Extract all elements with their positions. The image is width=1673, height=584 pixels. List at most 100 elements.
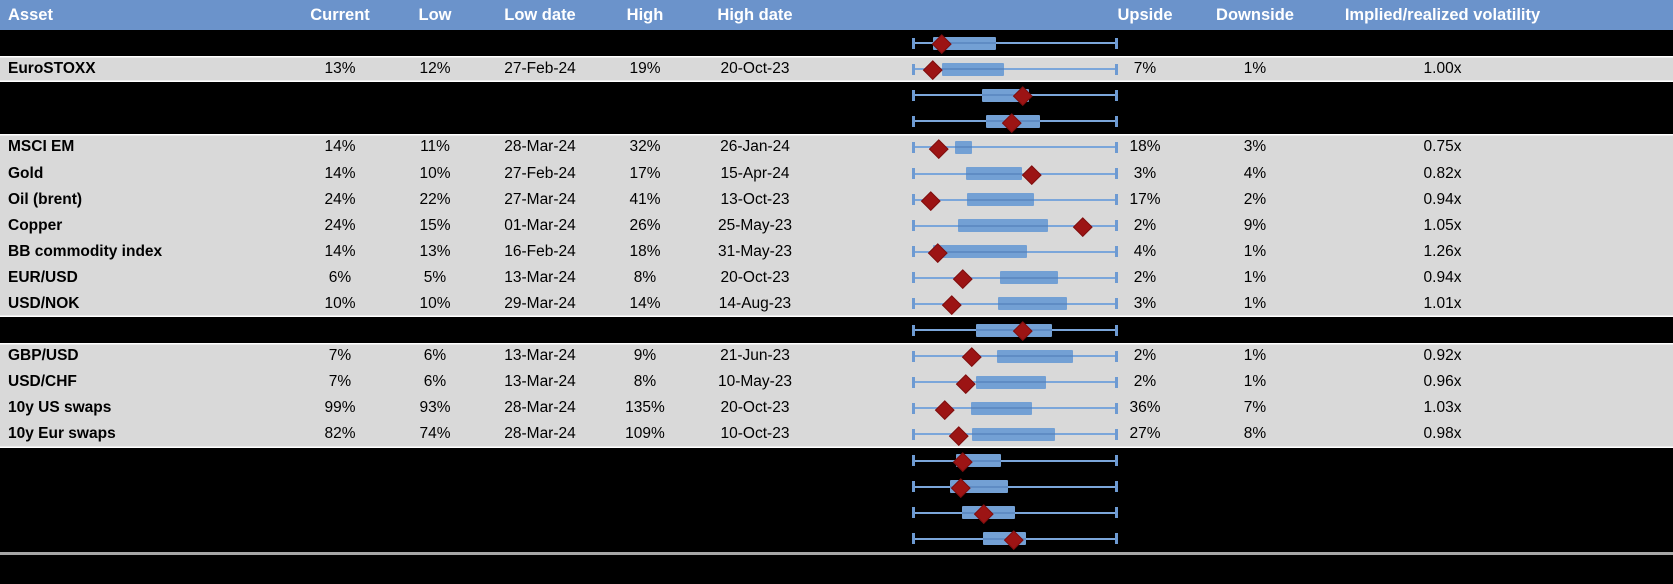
table-row[interactable]	[0, 447, 1673, 474]
column-header-high[interactable]: High	[626, 5, 664, 24]
whisker-cap-left-icon	[912, 272, 915, 284]
column-header-low_date[interactable]: Low date	[504, 5, 576, 24]
whisker-cap-right-icon	[1115, 376, 1118, 388]
low-date: 13-Mar-24	[504, 373, 576, 391]
table-row[interactable]	[0, 499, 1673, 526]
current-value: 7%	[328, 347, 352, 365]
low-value: 15%	[419, 216, 451, 234]
implied-realized-ratio: 0.92x	[1423, 347, 1462, 365]
whisker-cap-right-icon	[1115, 507, 1118, 519]
implied-realized-ratio: 0.94x	[1423, 268, 1462, 286]
high-date: 14-Aug-23	[718, 294, 792, 312]
low-date: 13-Mar-24	[504, 268, 576, 286]
table-row[interactable]: Copper 24% 15% 01-Mar-24 26% 25-May-23 2…	[0, 212, 1673, 239]
table-row[interactable]	[0, 473, 1673, 500]
low-value: 93%	[419, 399, 451, 417]
upside-value: 7%	[1133, 60, 1157, 78]
footer-black-band	[0, 554, 1673, 584]
asset-name: MSCI EM	[8, 138, 75, 156]
whisker-cap-right-icon	[1115, 89, 1118, 101]
low-date: 16-Feb-24	[504, 242, 576, 260]
current-marker-diamond-icon	[962, 347, 982, 367]
whisker-cap-left-icon	[912, 194, 915, 206]
high-date: 20-Oct-23	[720, 60, 790, 78]
column-header-low[interactable]: Low	[418, 5, 452, 24]
low-value: 5%	[423, 268, 447, 286]
current-marker-diamond-icon	[935, 399, 955, 419]
upside-value: 17%	[1129, 190, 1161, 208]
asset-name: 10y US swaps	[8, 399, 112, 417]
whisker-cap-left-icon	[912, 220, 915, 232]
implied-realized-ratio: 0.96x	[1423, 373, 1462, 391]
column-header-implied[interactable]: Implied/realized volatility	[1344, 5, 1541, 24]
volatility-range-boxplot	[912, 526, 1118, 552]
column-header-high_date[interactable]: High date	[717, 5, 793, 24]
downside-value: 7%	[1243, 399, 1267, 417]
table-row[interactable]	[0, 108, 1673, 135]
column-header-asset[interactable]: Asset	[8, 5, 53, 24]
whisker-line	[912, 68, 1118, 71]
low-date: 28-Mar-24	[504, 138, 576, 156]
low-date: 27-Feb-24	[504, 164, 576, 182]
table-row[interactable]: Oil (brent) 24% 22% 27-Mar-24 41% 13-Oct…	[0, 186, 1673, 213]
table-row[interactable]: EUR/USD 6% 5% 13-Mar-24 8% 20-Oct-23 2% …	[0, 264, 1673, 291]
implied-realized-ratio: 0.75x	[1423, 138, 1462, 156]
range-box	[967, 193, 1034, 207]
volatility-range-boxplot	[912, 82, 1118, 108]
whisker-cap-right-icon	[1115, 324, 1118, 336]
high-date: 20-Oct-23	[720, 268, 790, 286]
low-value: 6%	[423, 373, 447, 391]
current-value: 82%	[324, 425, 356, 443]
high-date: 10-May-23	[717, 373, 793, 391]
current-marker-diamond-icon	[1022, 164, 1042, 185]
whisker-cap-left-icon	[912, 428, 915, 440]
current-value: 6%	[328, 268, 352, 286]
asset-name: USD/NOK	[8, 294, 80, 312]
table-row[interactable]: 10y Eur swaps 82% 74% 28-Mar-24 109% 10-…	[0, 421, 1673, 448]
column-header-upside[interactable]: Upside	[1117, 5, 1173, 24]
bottom-divider	[0, 551, 1673, 555]
table-row[interactable]: USD/CHF 7% 6% 13-Mar-24 8% 10-May-23 2% …	[0, 369, 1673, 396]
asset-name: GBP/USD	[8, 347, 79, 365]
current-marker-diamond-icon	[953, 269, 973, 289]
current-value: 14%	[324, 242, 356, 260]
whisker-cap-right-icon	[1115, 428, 1118, 440]
high-date: 31-May-23	[717, 242, 793, 260]
table-row[interactable]	[0, 82, 1673, 109]
upside-value: 18%	[1129, 138, 1161, 156]
table-row[interactable]: USD/NOK 10% 10% 29-Mar-24 14% 14-Aug-23 …	[0, 290, 1673, 318]
column-header-downside[interactable]: Downside	[1216, 5, 1294, 24]
whisker-cap-left-icon	[912, 481, 915, 493]
high-value: 19%	[629, 60, 661, 78]
whisker-cap-right-icon	[1115, 272, 1118, 284]
table-row[interactable]: 10y US swaps 99% 93% 28-Mar-24 135% 20-O…	[0, 395, 1673, 422]
low-date: 13-Mar-24	[504, 347, 576, 365]
table-row[interactable]	[0, 525, 1673, 552]
upside-value: 2%	[1133, 347, 1157, 365]
upside-value: 27%	[1129, 425, 1161, 443]
volatility-range-boxplot	[912, 474, 1118, 500]
low-date: 27-Feb-24	[504, 60, 576, 78]
downside-value: 1%	[1243, 347, 1267, 365]
whisker-cap-left-icon	[912, 89, 915, 101]
table-row[interactable]	[0, 30, 1673, 57]
volatility-range-boxplot	[912, 395, 1118, 421]
asset-name: 10y Eur swaps	[8, 425, 116, 443]
volatility-range-boxplot	[912, 160, 1118, 186]
table-row[interactable]: BB commodity index 14% 13% 16-Feb-24 18%…	[0, 238, 1673, 265]
upside-value: 2%	[1133, 373, 1157, 391]
table-row[interactable]: Gold 14% 10% 27-Feb-24 17% 15-Apr-24 3% …	[0, 160, 1673, 187]
high-value: 109%	[625, 425, 665, 443]
whisker-line	[912, 42, 1118, 45]
whisker-cap-right-icon	[1115, 141, 1118, 153]
current-marker-diamond-icon	[921, 191, 941, 211]
low-date: 01-Mar-24	[504, 216, 576, 234]
column-header-current[interactable]: Current	[310, 5, 370, 24]
table-row[interactable]: MSCI EM 14% 11% 28-Mar-24 32% 26-Jan-24 …	[0, 134, 1673, 161]
high-value: 8%	[633, 268, 657, 286]
upside-value: 3%	[1133, 294, 1157, 312]
table-row[interactable]: EuroSTOXX 13% 12% 27-Feb-24 19% 20-Oct-2…	[0, 56, 1673, 83]
table-row[interactable]	[0, 317, 1673, 344]
implied-realized-ratio: 1.26x	[1423, 242, 1462, 260]
table-row[interactable]: GBP/USD 7% 6% 13-Mar-24 9% 21-Jun-23 2% …	[0, 343, 1673, 370]
